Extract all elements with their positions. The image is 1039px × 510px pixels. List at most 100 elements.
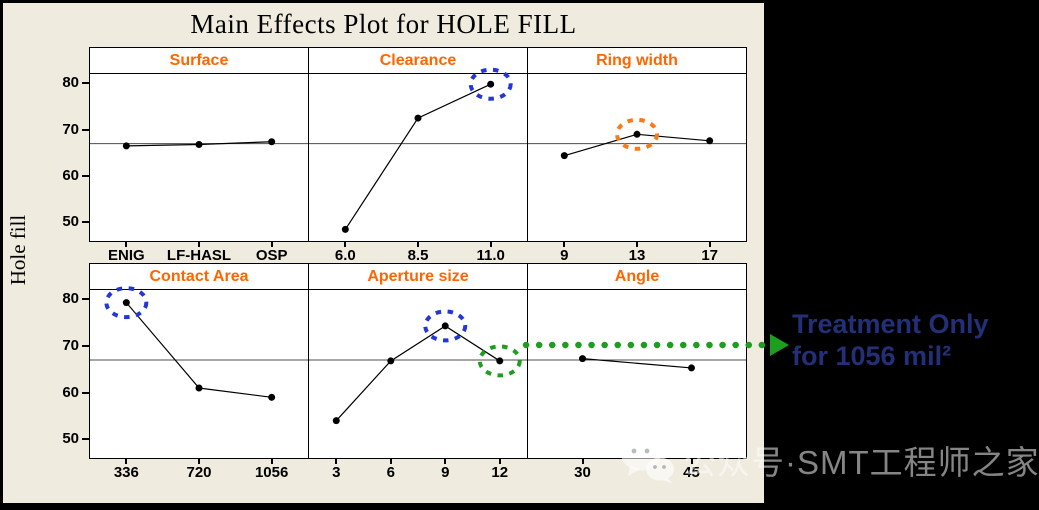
x-tick-mark [636,242,638,247]
x-axis-labels-row-1: ENIG LF-HASL OSP 6.0 8.5 11.0 9 13 17 [89,242,747,268]
data-point [579,355,586,363]
watermark-text: 公众号·SMT工程师之家 [683,444,1039,481]
orange-dotted-circle [615,117,659,151]
data-point [633,130,641,138]
x-tick-mark [690,459,693,464]
panel-header-aperture-size: Aperture size [309,264,527,290]
x-labels-contact-area: 336 720 1056 [90,459,308,485]
watermark: 公众号·SMT工程师之家 [620,436,1039,484]
panel-header-ring-width: Ring width [528,48,746,74]
x-tick-mark [335,459,338,464]
panel-header-angle: Angle [528,264,746,290]
y-tick-mark [82,175,89,178]
x-tick-label: 720 [186,464,212,481]
x-tick-label: 3 [332,464,341,481]
x-axis-labels-row-2: 336 720 1056 3 6 9 12 30 45 [89,459,747,485]
y-axis-label: Hole fill [6,214,30,286]
x-tick-label: 45 [683,464,700,481]
data-point [122,299,130,307]
x-tick-label: 13 [628,247,646,264]
x-tick-mark [270,242,273,247]
y-tick-label: 70 [62,337,79,354]
data-point [706,137,714,145]
y-tick-mark [82,221,89,224]
panel-header-clearance: Clearance [309,48,527,74]
x-tick-label: ENIG [107,247,145,264]
annotation-line-1: Treatment Only [792,309,989,339]
data-point [560,152,568,160]
x-tick-mark [489,242,492,247]
panel-ring-width: Ring width [528,48,746,241]
blue-dotted-circle [104,286,149,320]
y-tick-mark [82,82,89,85]
x-tick-mark [581,459,584,464]
panel-row-2: Contact Area Aperture size Angle [89,263,747,459]
y-tick-mark [82,345,89,347]
green-dotted-circle [477,344,522,378]
main-effects-chart: Main Effects Plot for HOLE FILL Hole fil… [3,3,764,503]
annotation-line-2: for 1056 mil² [792,341,952,371]
data-point [441,322,449,330]
y-tick-mark [82,298,89,301]
panel-angle: Angle [528,264,746,458]
x-labels-surface: ENIG LF-HASL OSP [90,242,308,268]
x-tick-label: 6 [386,464,395,481]
x-tick-mark [270,459,273,464]
plot-clearance [309,67,527,233]
x-tick-mark [563,242,566,247]
x-labels-clearance: 6.0 8.5 11.0 [309,242,527,268]
panel-aperture-size: Aperture size [309,264,527,458]
data-point [195,384,203,392]
data-point [268,393,276,401]
x-tick-label: OSP [255,247,288,264]
data-point [487,80,495,88]
plot-surface [90,138,308,150]
y-tick-mark [82,438,89,441]
wechat-icon [621,437,674,483]
blue-dotted-circle [468,67,513,101]
panel-row-1: Surface Clearance Ring width [89,47,747,242]
y-tick-label: 50 [62,213,79,231]
x-tick-mark [417,242,419,247]
plot-aperture-size [309,309,527,425]
x-tick-mark [708,242,711,247]
data-point [332,417,340,425]
y-tick-label: 80 [62,290,79,308]
x-tick-label: 8.5 [407,247,429,264]
data-point [387,357,395,365]
x-tick-label: LF-HASL [166,247,232,264]
y-tick-label: 50 [62,430,79,448]
panel-contact-area: Contact Area [90,264,308,458]
x-tick-label: 30 [574,464,591,481]
data-point [688,364,695,372]
x-tick-label: 12 [491,464,509,481]
x-labels-angle: 30 45 [528,459,746,485]
y-tick-mark [82,391,89,394]
data-point [496,357,504,365]
data-point [195,141,203,149]
y-tick-mark [82,128,89,131]
plot-angle [528,355,746,372]
x-tick-mark [198,242,200,247]
panel-clearance: Clearance [309,48,527,241]
data-point [268,138,276,146]
x-tick-mark [444,459,447,464]
plot-ring-width [528,117,746,160]
x-tick-mark [125,459,128,464]
data-point [414,114,422,122]
plot-contact-area [90,286,308,401]
y-tick-label: 60 [62,383,79,401]
x-tick-label: 6.0 [334,247,356,264]
data-point [341,225,349,233]
x-tick-mark [389,459,392,464]
x-tick-mark [498,459,501,464]
x-tick-label: 11.0 [476,247,505,264]
y-tick-label: 60 [62,167,79,185]
panel-header-contact-area: Contact Area [90,264,308,290]
panel-header-surface: Surface [90,48,308,74]
panel-surface: Surface [90,48,308,241]
x-labels-aperture-size: 3 6 9 12 [309,459,527,485]
x-tick-label: 9 [441,464,450,481]
x-labels-ring-width: 9 13 17 [528,242,746,268]
